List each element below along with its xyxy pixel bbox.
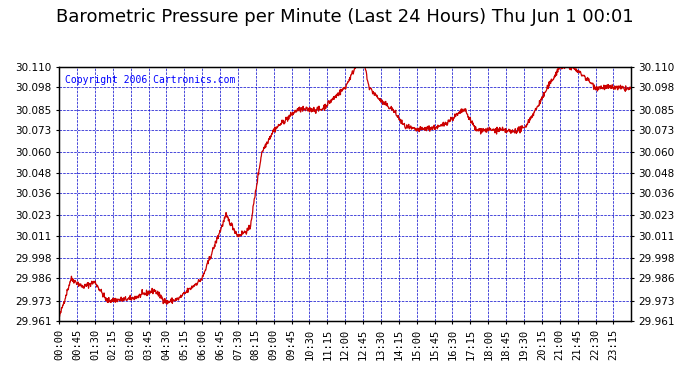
Text: Barometric Pressure per Minute (Last 24 Hours) Thu Jun 1 00:01: Barometric Pressure per Minute (Last 24 … [56, 8, 634, 26]
Text: Copyright 2006 Cartronics.com: Copyright 2006 Cartronics.com [65, 75, 235, 85]
